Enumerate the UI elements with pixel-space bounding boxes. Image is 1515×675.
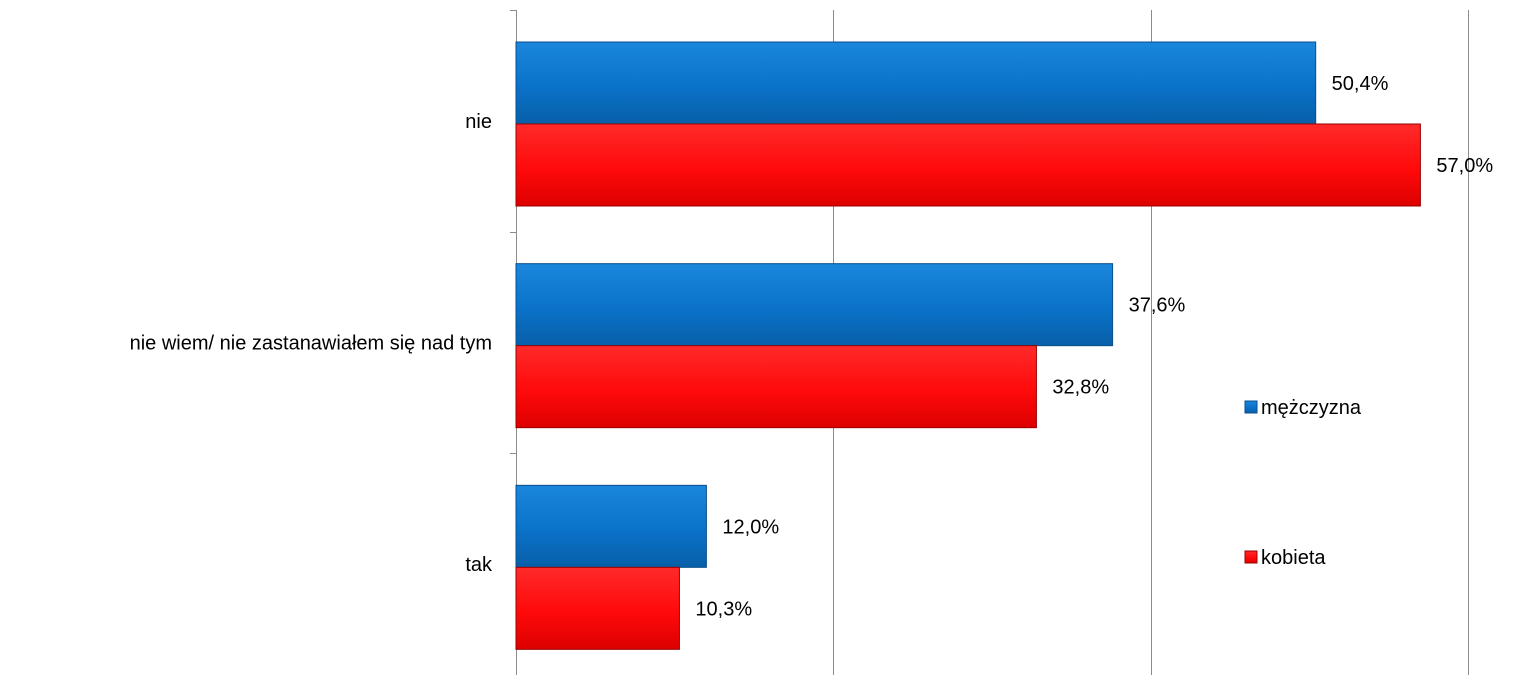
data-label: 50,4% <box>1332 73 1389 95</box>
bar-mezczyzna <box>515 484 707 568</box>
category-axis: nie nie wiem/ nie zastanawiałem się nad t… <box>130 10 517 675</box>
bar-kobieta <box>515 566 680 650</box>
bar-kobieta <box>515 123 1421 207</box>
bar-mezczyzna <box>515 41 1317 125</box>
category-label: nie wiem/ nie zastanawiałem się nad tym <box>130 333 492 355</box>
legend: mężczyzna kobieta <box>1244 397 1362 569</box>
bar-kobieta <box>515 345 1037 429</box>
data-label: 12,0% <box>722 516 779 538</box>
data-label: 37,6% <box>1129 295 1186 317</box>
data-label: 10,3% <box>695 598 752 620</box>
data-labels: 50,4% 57,0% 37,6% 32,8% 12,0% 10,3% <box>695 73 1493 620</box>
data-label: 32,8% <box>1052 377 1109 399</box>
data-label: 57,0% <box>1436 155 1493 177</box>
legend-label: kobieta <box>1261 547 1326 569</box>
bars <box>515 41 1421 650</box>
category-label: tak <box>465 554 493 576</box>
legend-swatch <box>1244 400 1258 414</box>
legend-label: mężczyzna <box>1261 397 1362 419</box>
bar-mezczyzna <box>515 263 1114 347</box>
legend-swatch <box>1244 550 1258 564</box>
category-label: nie <box>465 111 492 133</box>
